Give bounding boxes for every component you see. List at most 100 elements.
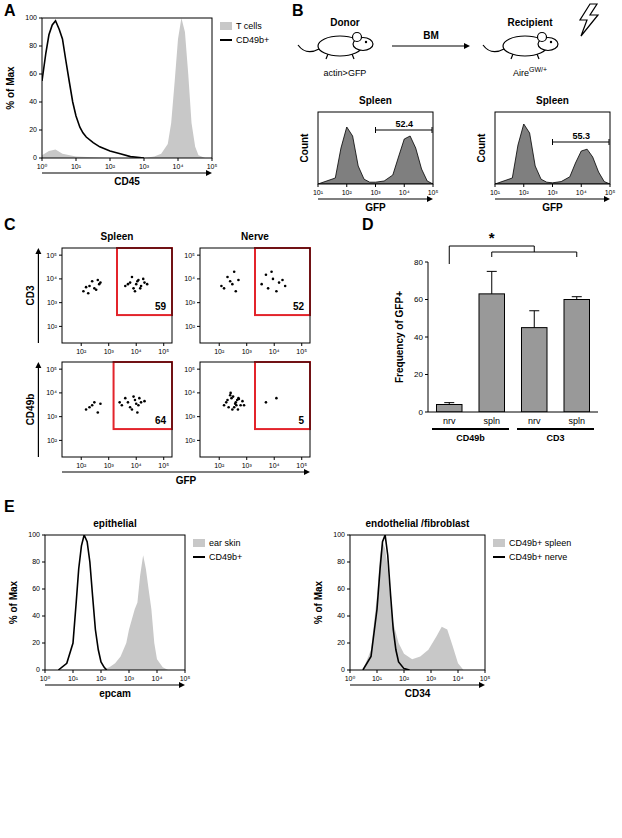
point [131, 276, 134, 279]
histogram-area [101, 555, 168, 670]
y-tick [197, 302, 200, 303]
point [229, 394, 232, 397]
x-tick [375, 184, 376, 187]
x-tick [318, 184, 319, 187]
legend: ear skinCD49b+ [193, 538, 242, 562]
point [275, 397, 278, 400]
y-tick [347, 670, 350, 671]
y-tick-label: 10⁵ [184, 366, 195, 373]
x-tick [101, 670, 102, 673]
y-tick [42, 535, 45, 536]
point [96, 411, 99, 414]
x-tick-label: 10² [105, 163, 116, 170]
figure: BDonoractin>GFPBMRecipientAireGW/+10⁰10¹… [0, 0, 622, 838]
plot-area [318, 127, 433, 184]
title-line: Spleen [359, 95, 392, 106]
diagram-label: actin>GFP [324, 68, 367, 78]
y-tick-label: 10⁵ [184, 252, 195, 259]
error-bar [444, 403, 454, 405]
title-line: Nerve [241, 231, 269, 242]
category-label: nrv [528, 416, 541, 426]
x-tick-label: 10⁴ [399, 189, 410, 196]
x-tick-label: 10⁵ [180, 675, 191, 682]
point [146, 283, 149, 286]
plot-area [223, 392, 278, 411]
panel-letter: A [4, 2, 16, 19]
shape [534, 246, 535, 252]
x-tick-label: 10¹ [313, 189, 324, 196]
point [134, 290, 137, 293]
histogram-line [363, 535, 410, 670]
axis-arrow-head [179, 682, 185, 688]
x-tick [404, 184, 405, 187]
x-tick [110, 158, 111, 161]
point [127, 401, 130, 404]
error-cap [572, 296, 582, 297]
point [267, 287, 270, 290]
y-tick-label: 100 [333, 531, 345, 538]
y-tick-label: 10⁴ [184, 275, 195, 282]
axis-arrow-head [464, 43, 470, 49]
x-tick [129, 670, 130, 673]
y-tick [425, 374, 428, 375]
gate-value: 59 [155, 301, 167, 312]
x-tick-label: 10¹ [372, 675, 383, 682]
error-bar [529, 311, 539, 328]
point [238, 398, 241, 401]
x-tick-label: 10⁵ [480, 675, 491, 682]
x-tick-label: 10⁵ [158, 348, 169, 355]
x-tick-label: 10³ [139, 163, 150, 170]
panel-title: Nerve [241, 231, 269, 242]
plot-area [85, 395, 146, 413]
x-tick-label: 10² [399, 675, 410, 682]
x-tick [73, 670, 74, 673]
y-tick [197, 255, 200, 256]
significance-mark: * [489, 229, 495, 246]
axis-arrow-head [427, 196, 433, 202]
plot-area [82, 276, 148, 295]
group-label: CD3 [546, 433, 564, 443]
axis-arrow [62, 471, 305, 472]
y-tick-label: 0 [341, 666, 345, 673]
legend-label: CD49b+ spleen [509, 538, 571, 548]
point [223, 287, 226, 290]
group-line [432, 428, 509, 430]
panel-title: endothelial /fibroblast [366, 518, 471, 529]
legend-label: CD49b+ nerve [509, 552, 567, 562]
y-tick [347, 589, 350, 590]
panel-title: epithelial [93, 518, 137, 529]
axis-arrow [38, 253, 39, 343]
point [85, 286, 88, 289]
x-tick [163, 457, 164, 460]
mouse-icon [298, 33, 373, 60]
x-tick-label: 10³ [242, 462, 253, 469]
point [129, 406, 132, 409]
point [118, 401, 121, 404]
x-tick-label: 10³ [124, 675, 135, 682]
axis-arrow-head [35, 362, 41, 368]
category-label: spln [483, 416, 500, 426]
x-tick [144, 158, 145, 161]
axis-arrow [318, 198, 428, 199]
point [284, 285, 287, 288]
y-tick [197, 326, 200, 327]
gate-line [553, 142, 610, 143]
gate [255, 248, 310, 315]
x-tick-label: 10³ [547, 189, 558, 196]
x-tick [523, 184, 524, 187]
histogram-area [495, 124, 610, 184]
y-tick [59, 302, 62, 303]
axis-arrow-head [604, 196, 610, 202]
plot-area [363, 535, 464, 670]
y-tick [347, 535, 350, 536]
point [138, 397, 141, 400]
mouse-tail [483, 45, 504, 52]
histogram-area [42, 18, 212, 158]
legend-label: ear skin [209, 538, 241, 548]
x-tick [185, 670, 186, 673]
mouse-eye [550, 41, 552, 43]
legend-swatch [493, 556, 505, 558]
gate-end [552, 139, 553, 145]
mouse-icon [483, 33, 558, 60]
y-tick-label: 0 [36, 666, 40, 673]
